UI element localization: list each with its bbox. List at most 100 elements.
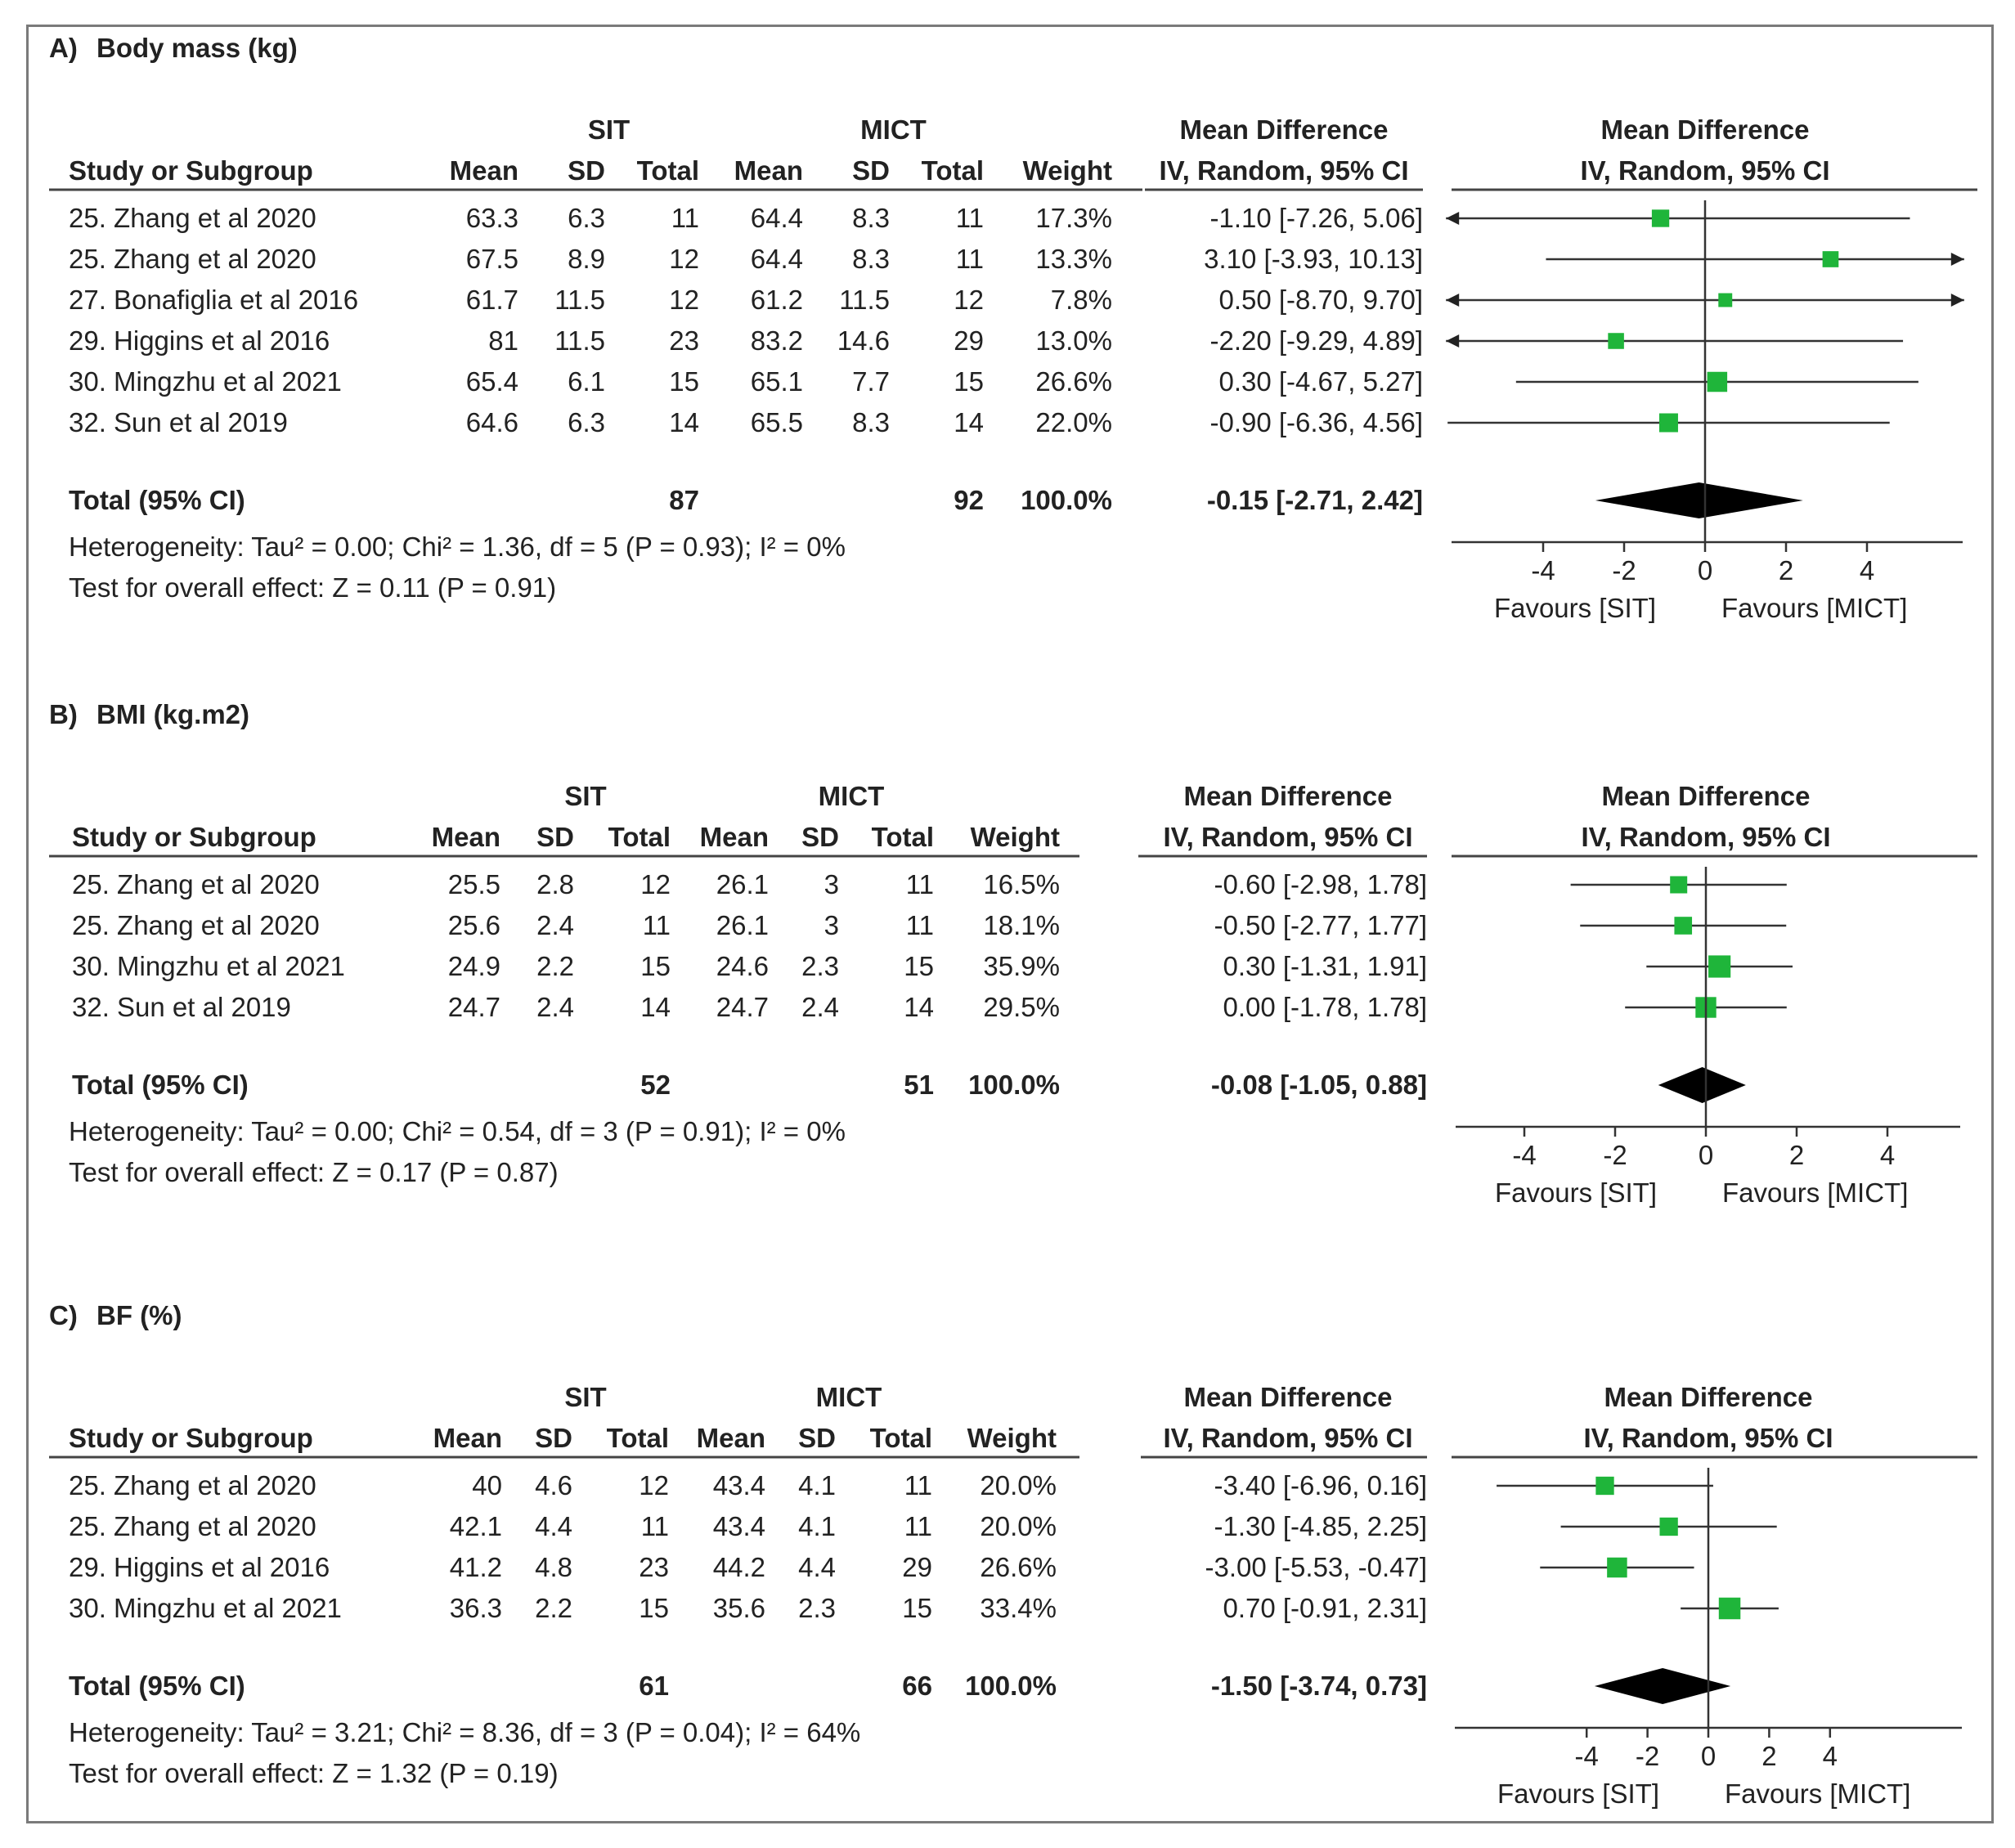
study-weight: 7.8%: [1051, 285, 1112, 315]
plot-header-subtitle: IV, Random, 95% CI: [1581, 822, 1830, 852]
mict-sd: 2.4: [801, 992, 839, 1022]
study-ci-text: -0.90 [-6.36, 4.56]: [1209, 407, 1423, 437]
study-weight: 29.5%: [983, 992, 1060, 1022]
study-ci-text: -1.10 [-7.26, 5.06]: [1209, 203, 1423, 233]
favours-left-label: Favours [SIT]: [1497, 1778, 1659, 1809]
x-tick-label: 2: [1779, 555, 1793, 585]
total-mict: 66: [902, 1671, 932, 1701]
study-point-estimate: [1658, 413, 1678, 433]
study-weight: 18.1%: [983, 910, 1060, 940]
sit-mean: 65.4: [466, 366, 518, 397]
study-name: 30. Mingzhu et al 2021: [72, 951, 345, 981]
mict-mean: 35.6: [713, 1593, 765, 1623]
forest-panel-a: A) Body mass (kg) SIT MICT Mean Difference Me…: [49, 33, 1977, 623]
favours-left-label: Favours [SIT]: [1494, 593, 1656, 623]
study-name: 27. Bonafiglia et al 2016: [69, 285, 358, 315]
study-point-estimate: [1651, 209, 1670, 227]
sit-mean: 64.6: [466, 407, 518, 437]
mict-mean: 44.2: [713, 1552, 765, 1582]
panel-title: BF (%): [96, 1300, 182, 1330]
panel-label: C): [49, 1300, 78, 1330]
mict-total: 11: [906, 869, 934, 899]
study-weight: 35.9%: [983, 951, 1060, 981]
x-tick-label: -2: [1603, 1140, 1627, 1170]
total-mict: 92: [954, 485, 984, 515]
mict-sd: 14.6: [837, 325, 890, 356]
sit-sd: 2.4: [536, 910, 574, 940]
col-header: Total: [637, 155, 699, 186]
study-name: 30. Mingzhu et al 2021: [69, 366, 342, 397]
sit-mean: 67.5: [466, 244, 518, 274]
mict-mean: 24.6: [716, 951, 769, 981]
x-tick-label: 4: [1823, 1741, 1838, 1771]
col-header: SD: [798, 1423, 836, 1453]
group-label-mict: MICT: [816, 1382, 882, 1412]
x-tick-label: 2: [1761, 1741, 1776, 1771]
mict-mean: 26.1: [716, 869, 769, 899]
study-point-estimate: [1608, 333, 1624, 349]
mict-total: 11: [904, 1511, 932, 1541]
mict-mean: 65.1: [751, 366, 803, 397]
study-ci-text: -0.50 [-2.77, 1.77]: [1214, 910, 1427, 940]
study-weight: 20.0%: [980, 1511, 1057, 1541]
study-name: 25. Zhang et al 2020: [69, 1511, 316, 1541]
mict-total: 15: [954, 366, 984, 397]
mict-sd: 2.3: [801, 951, 839, 981]
total-label: Total (95% CI): [69, 1671, 245, 1701]
mict-mean: 24.7: [716, 992, 769, 1022]
col-header: Mean: [700, 822, 769, 852]
study-name: 30. Mingzhu et al 2021: [69, 1593, 342, 1623]
study-name: 25. Zhang et al 2020: [69, 244, 316, 274]
study-point-estimate: [1822, 251, 1839, 267]
mict-sd: 4.4: [798, 1552, 836, 1582]
forest-panel-b: B) BMI (kg.m2) SIT MICT Mean Difference Mean …: [49, 699, 1977, 1208]
col-header: Total: [608, 822, 671, 852]
x-tick-label: 4: [1860, 555, 1874, 585]
group-label-sit: SIT: [588, 114, 630, 145]
mict-sd: 2.3: [798, 1593, 836, 1623]
pooled-diamond: [1594, 1668, 1731, 1704]
sit-sd: 2.8: [536, 869, 574, 899]
col-header: SD: [536, 822, 574, 852]
mict-mean: 83.2: [751, 325, 803, 356]
study-ci-text: 3.10 [-3.93, 10.13]: [1204, 244, 1423, 274]
sit-mean: 61.7: [466, 285, 518, 315]
sit-sd: 2.2: [535, 1593, 572, 1623]
study-ci-text: -3.00 [-5.53, -0.47]: [1205, 1552, 1428, 1582]
study-ci-text: -0.60 [-2.98, 1.78]: [1214, 869, 1427, 899]
study-point-estimate: [1718, 1597, 1741, 1620]
sit-mean: 40: [472, 1470, 502, 1500]
sit-total: 15: [640, 951, 671, 981]
ci-arrow-right: [1950, 253, 1964, 266]
study-point-estimate: [1670, 876, 1688, 894]
mict-mean: 64.4: [751, 203, 803, 233]
total-ci-text: -0.08 [-1.05, 0.88]: [1211, 1070, 1427, 1100]
col-header-study: Study or Subgroup: [69, 1423, 313, 1453]
plot-header-subtitle: IV, Random, 95% CI: [1583, 1423, 1833, 1453]
favours-left-label: Favours [SIT]: [1495, 1177, 1657, 1208]
study-name: 29. Higgins et al 2016: [69, 325, 330, 356]
mict-total: 12: [954, 285, 984, 315]
md-header-title: Mean Difference: [1184, 781, 1393, 811]
sit-total: 23: [639, 1552, 669, 1582]
sit-mean: 81: [488, 325, 518, 356]
mict-mean: 65.5: [751, 407, 803, 437]
panel-title: BMI (kg.m2): [96, 699, 249, 729]
col-header: SD: [535, 1423, 572, 1453]
sit-mean: 25.6: [448, 910, 500, 940]
mict-total: 14: [904, 992, 934, 1022]
mict-sd: 8.3: [852, 407, 890, 437]
study-ci-text: -2.20 [-9.29, 4.89]: [1209, 325, 1423, 356]
x-tick-label: 0: [1699, 1140, 1713, 1170]
md-header-subtitle: IV, Random, 95% CI: [1163, 822, 1412, 852]
col-header: Total: [872, 822, 934, 852]
ci-arrow-left: [1446, 212, 1460, 225]
col-header: Total: [922, 155, 984, 186]
heterogeneity-text: Heterogeneity: Tau² = 3.21; Chi² = 8.36,…: [69, 1717, 860, 1747]
favours-right-label: Favours [MICT]: [1725, 1778, 1910, 1809]
mict-total: 11: [956, 244, 984, 274]
mict-sd: 11.5: [839, 285, 890, 315]
sit-mean: 36.3: [450, 1593, 502, 1623]
col-header-study: Study or Subgroup: [72, 822, 316, 852]
ci-arrow-left: [1446, 294, 1460, 307]
